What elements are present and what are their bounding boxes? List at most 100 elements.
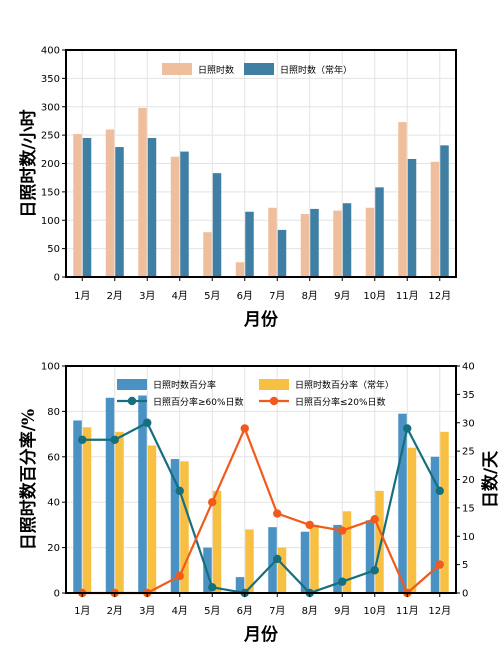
chart2-xtick-label: 1月 bbox=[74, 605, 90, 617]
days-ge60-point bbox=[273, 554, 282, 564]
days-ge60-point bbox=[110, 435, 119, 444]
chart1-xtick-label: 6月 bbox=[237, 290, 253, 302]
chart1-xtick-label: 5月 bbox=[204, 290, 220, 302]
sunshine-hours-bar bbox=[430, 161, 440, 277]
chart1-legend-label: 日照时数（常年） bbox=[280, 64, 352, 76]
sunshine-percent-bar bbox=[365, 520, 375, 593]
chart1-ytick-label: 250 bbox=[41, 131, 60, 142]
chart2-legend-label: 日照百分率≤20%日数 bbox=[295, 396, 386, 408]
chart2-y-axis-right-title: 日数/天 bbox=[480, 450, 501, 508]
chart1-xtick-label: 7月 bbox=[269, 290, 285, 302]
days-ge60-point bbox=[78, 435, 87, 444]
sunshine-percent-normal-bar bbox=[375, 490, 384, 593]
sunshine-hours-normal-bar bbox=[440, 145, 449, 277]
chart2-x-axis-title: 月份 bbox=[243, 624, 279, 645]
chart1-legend-label: 日照时数 bbox=[198, 64, 234, 76]
sunshine-percent-normal-bar bbox=[310, 524, 319, 593]
sunshine-hours-normal-bar bbox=[310, 208, 319, 277]
chart2-xtick-label: 12月 bbox=[428, 605, 451, 617]
chart2-ytick-right-label: 40 bbox=[462, 362, 475, 373]
chart2-ytick-right-label: 20 bbox=[462, 475, 475, 486]
chart2-xtick-label: 7月 bbox=[269, 605, 285, 617]
chart2-ytick-label: 40 bbox=[47, 498, 60, 509]
sunshine-percent-normal-bar bbox=[82, 427, 92, 593]
days-le20-point bbox=[273, 509, 282, 518]
chart1-ytick-label: 100 bbox=[41, 216, 60, 227]
chart2-ytick-right-label: 25 bbox=[462, 447, 475, 458]
chart2-y-axis-title: 日照时数百分率/% bbox=[18, 409, 39, 550]
sunshine-percent-bar bbox=[268, 527, 277, 593]
sunshine-percent-bar bbox=[170, 459, 180, 593]
chart2-ytick-right-label: 0 bbox=[462, 589, 468, 600]
sunshine-hours-bar bbox=[203, 232, 212, 277]
sunshine-percent-bar bbox=[300, 531, 310, 593]
chart2-legend-label: 日照百分率≥60%日数 bbox=[153, 396, 244, 408]
sunshine-percent-bar bbox=[333, 524, 342, 593]
sunshine-hours-normal-bar bbox=[212, 173, 222, 277]
days-le20-point bbox=[305, 520, 314, 530]
days-ge60-point bbox=[208, 583, 217, 592]
sunshine-percent-normal-bar bbox=[245, 529, 254, 593]
chart2-ytick-label: 20 bbox=[47, 543, 60, 554]
chart2-ytick-right-label: 15 bbox=[462, 503, 475, 514]
chart2-legend-label: 日照时数百分率（常年） bbox=[295, 379, 394, 391]
sunshine-percent-normal-bar bbox=[147, 445, 157, 593]
chart2-xtick-label: 9月 bbox=[334, 605, 350, 617]
days-ge60-point bbox=[175, 486, 184, 496]
legend-marker-ge60 bbox=[127, 396, 137, 406]
legend-swatch-sunshine-hours-normal bbox=[244, 63, 274, 75]
chart2-xtick-label: 4月 bbox=[172, 605, 188, 617]
chart1-xtick-label: 2月 bbox=[107, 290, 123, 302]
sunshine-hours-bar bbox=[300, 214, 310, 277]
days-ge60-point bbox=[403, 424, 412, 433]
sunshine-hours-normal-bar bbox=[277, 229, 287, 277]
chart1-y-axis-title: 日照时数/小时 bbox=[18, 109, 39, 217]
days-ge60-point bbox=[143, 418, 152, 427]
chart1-xtick-label: 9月 bbox=[334, 290, 350, 302]
legend-swatch-sunshine-percent bbox=[117, 379, 147, 390]
chart1-ytick-label: 400 bbox=[41, 46, 60, 57]
chart1-ytick-label: 200 bbox=[41, 159, 60, 170]
days-le20-line bbox=[82, 425, 441, 595]
days-le20-point bbox=[175, 571, 184, 581]
chart1-xtick-label: 4月 bbox=[172, 290, 188, 302]
days-le20-point bbox=[208, 498, 217, 507]
sunshine-percent-bar bbox=[398, 413, 407, 593]
sunshine-hours-bar bbox=[138, 107, 147, 277]
sunshine-percent-normal-bar bbox=[212, 490, 222, 593]
chart2-xtick-label: 6月 bbox=[237, 605, 253, 617]
sunshine-percent-normal-bar bbox=[180, 461, 189, 593]
chart2-ytick-right-label: 35 bbox=[462, 390, 475, 401]
chart1-xtick-label: 12月 bbox=[428, 290, 451, 302]
chart1-xtick-label: 8月 bbox=[302, 290, 318, 302]
sunshine-percent-normal-bar bbox=[115, 431, 124, 593]
chart2-xtick-label: 8月 bbox=[302, 605, 318, 617]
chart1-xtick-label: 11月 bbox=[396, 290, 419, 302]
chart2-ytick-label: 60 bbox=[47, 452, 60, 463]
chart2-xtick-label: 11月 bbox=[396, 605, 419, 617]
chart2-ytick-label: 100 bbox=[41, 362, 60, 373]
sunshine-hours-bar bbox=[365, 207, 375, 277]
sunshine-percent-bar bbox=[73, 420, 82, 593]
sunshine-hours-bar bbox=[105, 129, 115, 277]
chart1-ytick-label: 50 bbox=[47, 244, 60, 255]
chart1-xtick-label: 10月 bbox=[363, 290, 386, 302]
chart2-ytick-label: 80 bbox=[47, 407, 60, 418]
chart2-ytick-label: 0 bbox=[54, 589, 60, 600]
sunshine-hours-normal-bar bbox=[245, 211, 254, 277]
sunshine-hours-bar bbox=[235, 262, 245, 277]
sunshine-hours-normal-bar bbox=[82, 137, 92, 277]
chart2-xtick-label: 2月 bbox=[107, 605, 123, 617]
chart1-ytick-label: 300 bbox=[41, 102, 60, 113]
legend-swatch-sunshine-percent-normal bbox=[259, 379, 289, 390]
sunshine-percent-bar bbox=[235, 577, 245, 593]
sunshine-hours-bar bbox=[268, 207, 277, 277]
chart1-ytick-label: 150 bbox=[41, 187, 60, 198]
sunshine-percent-bar bbox=[430, 456, 440, 593]
sunshine-hours-normal-bar bbox=[115, 147, 124, 277]
sunshine-hours-normal-bar bbox=[147, 137, 157, 277]
sunshine-percent-normal-bar bbox=[440, 431, 449, 593]
chart1-x-axis-title: 月份 bbox=[243, 309, 279, 330]
